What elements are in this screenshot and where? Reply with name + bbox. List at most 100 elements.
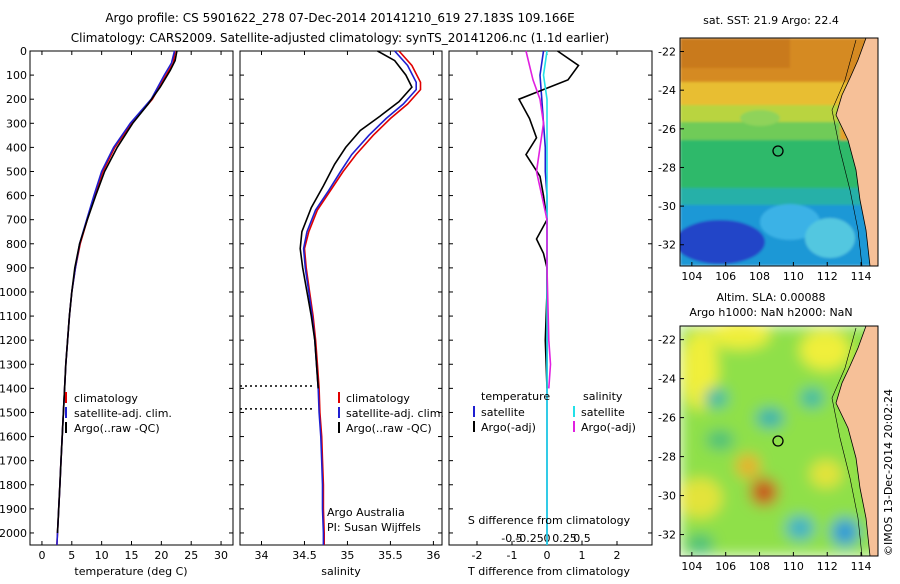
- depth-tick-label: 1100: [0, 310, 27, 323]
- lat-tick-label: -32: [658, 529, 676, 542]
- temperature-series-lines: [56, 50, 178, 546]
- x-tick-label: -1: [507, 549, 518, 562]
- x-tick-label: -2: [472, 549, 483, 562]
- lon-tick-label: 108: [749, 560, 770, 573]
- legend-temp-argo-label: Argo(-adj): [481, 421, 536, 434]
- salinity-legend: climatology satellite-adj. clim. Argo(..…: [338, 392, 444, 435]
- salinity-plot-frame: [239, 50, 443, 546]
- pi-label: PI: Susan Wijffels: [327, 521, 421, 534]
- sla-map-title-2: Argo h1000: NaN h2000: NaN: [689, 306, 852, 319]
- x-tick-label: 0: [38, 549, 45, 562]
- depth-tick-label: 1300: [0, 358, 27, 371]
- lon-tick-label: 114: [851, 270, 872, 283]
- t-difference-xlabel: T difference from climatology: [467, 565, 630, 578]
- lat-tick-label: -28: [658, 161, 676, 174]
- depth-tick-label: 1000: [0, 286, 27, 299]
- legend-salinity-header: salinity: [583, 390, 623, 403]
- legend-satellite-swatch: [65, 407, 67, 418]
- argo-location-marker: [772, 435, 784, 447]
- x-tick-label: 36: [426, 549, 440, 562]
- x-tick-label: 30: [214, 549, 228, 562]
- depth-tick-label: 100: [6, 69, 27, 82]
- sst-map-image: [680, 38, 878, 266]
- legend-climatology-label: climatology: [74, 392, 138, 405]
- lon-tick-label: 110: [783, 560, 804, 573]
- legend-temp-satellite-label: satellite: [481, 406, 525, 419]
- depth-tick-label: 400: [6, 141, 27, 154]
- sla-map-panel: Altim. SLA: 0.00088 Argo h1000: NaN h200…: [658, 291, 895, 573]
- series-line-satellite-adj-clim-: [56, 50, 176, 546]
- series-line-salinity-argo: [525, 50, 552, 389]
- difference-profile-panel: -2 -1 0 1 2-0.5-0.25 0 0.250.5 S difference fr…: [448, 50, 653, 578]
- lat-tick-label: -24: [658, 84, 676, 97]
- x-tick-label: 10: [95, 549, 109, 562]
- depth-tick-label: 1200: [0, 334, 27, 347]
- s-tick-label: -0.5: [501, 532, 522, 545]
- lat-tick-label: -32: [658, 239, 676, 252]
- x-tick-label: 15: [125, 549, 139, 562]
- x-tick-label: 1: [579, 549, 586, 562]
- sst-map-ticks: 104 106 108 110 112 114 -22 -24 -26 -28 -30 -32: [658, 46, 872, 283]
- lon-tick-label: 114: [851, 560, 872, 573]
- legend-climatology-label: climatology: [346, 392, 410, 405]
- series-line-salinity-satellite: [542, 50, 548, 545]
- x-tick-label: 35.5: [378, 549, 403, 562]
- legend-temp-argo-swatch: [473, 421, 475, 432]
- depth-tick-label: 600: [6, 190, 27, 203]
- legend-satellite-label: satellite-adj. clim.: [346, 407, 444, 420]
- temperature-xlabel: temperature (deg C): [74, 565, 187, 578]
- x-tick-label: 34: [254, 549, 268, 562]
- sla-map-image: [680, 326, 878, 556]
- sla-map-frame: [679, 325, 879, 557]
- lon-tick-label: 106: [715, 560, 736, 573]
- depth-tick-label: 1800: [0, 479, 27, 492]
- depth-tick-label: 1700: [0, 455, 27, 468]
- sla-map-title-1: Altim. SLA: 0.00088: [716, 291, 825, 304]
- x-tick-label: 25: [184, 549, 198, 562]
- depth-tick-label: 1600: [0, 431, 27, 444]
- lat-tick-label: -30: [658, 200, 676, 213]
- depth-tick-label: 1500: [0, 406, 27, 419]
- salinity-profile-panel: 34 34.5 35 35.5 36 salinity climatology sate…: [239, 50, 444, 578]
- lat-tick-label: -28: [658, 451, 676, 464]
- legend-argo-label: Argo(..raw -QC): [346, 422, 432, 435]
- lon-tick-label: 104: [681, 560, 702, 573]
- lat-tick-label: -24: [658, 373, 676, 386]
- sla-map-ticks: 104 106 108 110 112 114 -22 -24 -26 -28 -30 -32: [658, 334, 872, 573]
- x-tick-label: 2: [614, 549, 621, 562]
- depth-tick-label: 500: [6, 165, 27, 178]
- depth-tick-label: 0: [20, 45, 27, 58]
- s-tick-label: -0.25: [515, 532, 543, 545]
- legend-argo-label: Argo(..raw -QC): [74, 422, 160, 435]
- title-line-1: Argo profile: CS 5901622_278 07-Dec-2014…: [105, 11, 574, 25]
- legend-climatology-swatch: [338, 392, 340, 403]
- salinity-series-lines: [299, 50, 422, 545]
- legend-sal-satellite-swatch: [573, 406, 575, 417]
- temperature-profile-panel: 0100200300400500600700800900100011001200…: [0, 45, 234, 578]
- lat-tick-label: -26: [658, 412, 676, 425]
- lat-tick-label: -22: [658, 46, 676, 59]
- s-tick-label: 0.25: [552, 532, 577, 545]
- depth-tick-label: 700: [6, 214, 27, 227]
- legend-temp-satellite-swatch: [473, 406, 475, 417]
- series-line-climatology: [303, 50, 422, 545]
- depth-tick-label: 300: [6, 117, 27, 130]
- difference-plot-frame: [448, 50, 653, 546]
- legend-climatology-swatch: [65, 392, 67, 403]
- x-tick-label: 20: [154, 549, 168, 562]
- series-line-satellite-adj-clim-: [302, 50, 417, 545]
- sst-map-frame: [679, 37, 879, 267]
- depth-tick-label: 1400: [0, 382, 27, 395]
- title-line-2: Climatology: CARS2009. Satellite-adjuste…: [71, 31, 609, 45]
- series-line-climatology: [56, 50, 176, 546]
- lon-tick-label: 104: [681, 270, 702, 283]
- series-line-argo-raw-qc-: [299, 50, 413, 389]
- lon-tick-label: 110: [783, 270, 804, 283]
- argo-australia-label: Argo Australia: [327, 506, 405, 519]
- depth-tick-label: 900: [6, 262, 27, 275]
- legend-sal-argo-swatch: [573, 421, 575, 432]
- depth-tick-label: 800: [6, 238, 27, 251]
- difference-axis-ticks: -2 -1 0 1 2-0.5-0.25 0 0.250.5: [449, 50, 652, 562]
